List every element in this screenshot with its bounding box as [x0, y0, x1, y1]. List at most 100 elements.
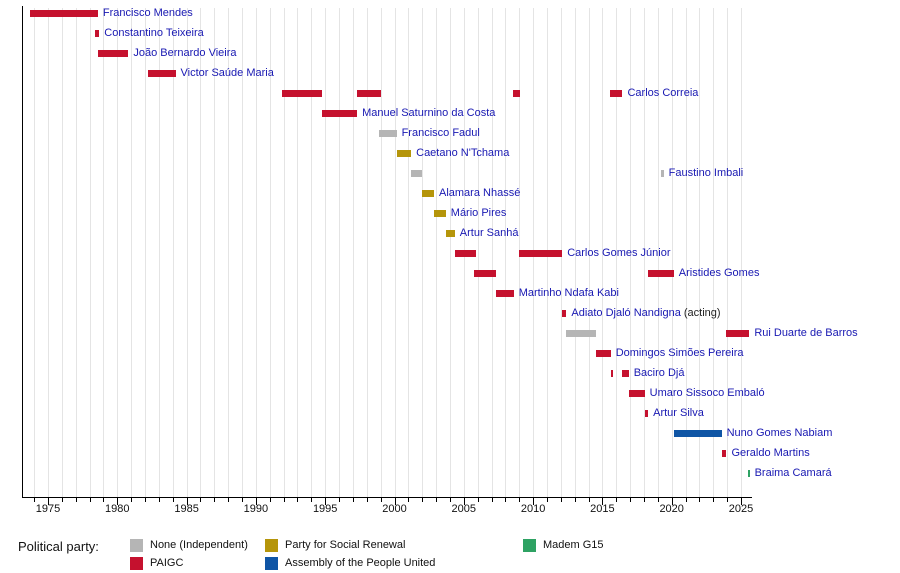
gridline-year-1988 — [228, 8, 230, 497]
person-name-francisco-mendes[interactable]: Francisco Mendes — [102, 7, 193, 19]
axis-tick-label-1995: 1995 — [312, 503, 338, 515]
term-bar-adiato-djalo-nandigna[interactable] — [562, 310, 567, 317]
person-label-baciro-dja: Baciro Djá — [634, 366, 685, 380]
person-label-francisco-fadul: Francisco Fadul — [402, 126, 480, 140]
gridline-year-1984 — [172, 8, 174, 497]
person-name-artur-silva[interactable]: Artur Silva — [653, 407, 704, 419]
axis-tick-label-2010: 2010 — [520, 503, 546, 515]
axis-tick-label-1975: 1975 — [35, 503, 61, 515]
axis-tick-1979 — [103, 498, 105, 502]
person-label-constantino-teixeira: Constantino Teixeira — [104, 26, 203, 40]
person-label-victor-saude-maria: Victor Saúde Maria — [181, 66, 274, 80]
person-name-victor-saude-maria[interactable]: Victor Saúde Maria — [180, 67, 274, 79]
term-bar-martinho-ndafa-kabi[interactable] — [495, 290, 514, 297]
person-label-braima-camara: Braima Camará — [755, 466, 832, 480]
term-bar-domingos-simoes-pereira[interactable] — [596, 350, 611, 357]
person-label-carlos-gomes-junior: Carlos Gomes Júnior — [567, 246, 670, 260]
axis-tick-label-2020: 2020 — [659, 503, 684, 515]
person-name-artur-sanha[interactable]: Artur Sanhá — [459, 227, 519, 239]
term-bar-alamara-nhasse[interactable] — [421, 190, 434, 197]
term-bar-aristides-gomes-2[interactable] — [648, 270, 674, 277]
term-bar-aristides-gomes-1[interactable] — [474, 270, 496, 277]
person-name-francisco-fadul[interactable]: Francisco Fadul — [401, 127, 480, 139]
person-name-caetano-n-tchama[interactable]: Caetano N'Tchama — [416, 147, 510, 159]
person-name-constantino-teixeira[interactable]: Constantino Teixeira — [104, 27, 204, 39]
term-bar-manuel-saturnino-da-costa[interactable] — [322, 110, 358, 117]
x-axis-line — [22, 497, 752, 498]
axis-tick-1986 — [200, 498, 202, 502]
person-name-mario-pires[interactable]: Mário Pires — [450, 207, 507, 219]
person-name-joao-bernardo-vieira[interactable]: João Bernardo Vieira — [133, 47, 237, 59]
term-bar-artur-silva[interactable] — [644, 410, 649, 417]
term-bar-carlos-correia-1[interactable] — [282, 90, 323, 97]
term-bar-faustino-imbali-1[interactable] — [411, 170, 422, 177]
person-label-adiato-djalo-nandigna: Adiato Djaló Nandigna (acting) — [571, 306, 720, 320]
term-bar-nuno-gomes-nabiam[interactable] — [673, 430, 722, 437]
term-bar-braima-camara[interactable] — [747, 470, 750, 477]
gridline-year-1991 — [269, 8, 271, 497]
term-bar-carlos-gomes-junior-2[interactable] — [519, 250, 563, 257]
axis-tick-label-1980: 1980 — [105, 503, 130, 515]
term-bar-carlos-correia-3[interactable] — [513, 90, 520, 97]
gridline-year-2000 — [394, 8, 396, 497]
term-bar-baciro-dja-1[interactable] — [610, 370, 614, 377]
person-name-domingos-simoes-pereira[interactable]: Domingos Simões Pereira — [615, 347, 744, 359]
axis-tick-2011 — [546, 498, 548, 502]
term-bar-rui-duarte-de-barros-2[interactable] — [726, 330, 750, 337]
gridline-year-2023 — [713, 8, 715, 497]
term-bar-francisco-fadul[interactable] — [379, 130, 397, 137]
person-name-faustino-imbali[interactable]: Faustino Imbali — [668, 167, 744, 179]
gridline-year-2014 — [588, 8, 590, 497]
axis-tick-label-1985: 1985 — [174, 503, 199, 515]
term-bar-francisco-mendes[interactable] — [29, 10, 98, 17]
term-bar-carlos-gomes-junior-1[interactable] — [454, 250, 477, 257]
term-bar-carlos-correia-2[interactable] — [357, 90, 381, 97]
person-name-manuel-saturnino-da-costa[interactable]: Manuel Saturnino da Costa — [362, 107, 496, 119]
person-name-adiato-djalo-nandigna[interactable]: Adiato Djaló Nandigna — [571, 307, 681, 319]
axis-tick-2018 — [643, 498, 645, 502]
axis-tick-1988 — [228, 498, 230, 502]
person-name-geraldo-martins[interactable]: Geraldo Martins — [731, 447, 810, 459]
axis-tick-1983 — [158, 498, 160, 502]
axis-tick-2010 — [533, 498, 535, 505]
person-name-carlos-gomes-junior[interactable]: Carlos Gomes Júnior — [567, 247, 671, 259]
person-label-aristides-gomes: Aristides Gomes — [679, 266, 760, 280]
term-bar-victor-saude-maria[interactable] — [147, 70, 176, 77]
person-name-umaro-sissoco-embalo[interactable]: Umaro Sissoco Embaló — [649, 387, 765, 399]
person-name-alamara-nhasse[interactable]: Alamara Nhassé — [439, 187, 521, 199]
axis-tick-2025 — [741, 498, 742, 505]
person-label-caetano-n-tchama: Caetano N'Tchama — [416, 146, 509, 160]
axis-tick-1995 — [325, 498, 327, 505]
person-label-mario-pires: Mário Pires — [451, 206, 507, 220]
legend-swatch-madem — [523, 539, 536, 552]
term-bar-artur-sanha[interactable] — [445, 230, 455, 237]
person-name-braima-camara[interactable]: Braima Camará — [754, 467, 832, 479]
gridline-year-1980 — [117, 8, 119, 497]
axis-tick-2013 — [574, 498, 576, 502]
term-bar-joao-bernardo-vieira[interactable] — [98, 50, 129, 57]
gridline-year-2017 — [630, 8, 632, 497]
person-name-rui-duarte-de-barros[interactable]: Rui Duarte de Barros — [754, 327, 858, 339]
legend-label-none: None (Independent) — [150, 539, 248, 551]
term-bar-umaro-sissoco-embalo[interactable] — [628, 390, 645, 397]
term-bar-constantino-teixeira[interactable] — [95, 30, 100, 37]
gridline-year-1998 — [366, 8, 368, 497]
person-name-carlos-correia[interactable]: Carlos Correia — [627, 87, 699, 99]
person-name-nuno-gomes-nabiam[interactable]: Nuno Gomes Nabiam — [726, 427, 833, 439]
term-bar-geraldo-martins[interactable] — [721, 450, 727, 457]
term-bar-rui-duarte-de-barros-1[interactable] — [566, 330, 597, 337]
person-label-domingos-simoes-pereira: Domingos Simões Pereira — [616, 346, 744, 360]
term-bar-mario-pires[interactable] — [434, 210, 446, 217]
person-label-joao-bernardo-vieira: João Bernardo Vieira — [133, 46, 236, 60]
person-name-martinho-ndafa-kabi[interactable]: Martinho Ndafa Kabi — [518, 287, 619, 299]
person-name-baciro-dja[interactable]: Baciro Djá — [633, 367, 685, 379]
gridline-year-2013 — [574, 8, 576, 497]
person-name-aristides-gomes[interactable]: Aristides Gomes — [678, 267, 760, 279]
gridline-year-1978 — [89, 8, 91, 497]
term-bar-caetano-n-tchama[interactable] — [396, 150, 412, 157]
term-bar-baciro-dja-2[interactable] — [621, 370, 629, 377]
axis-tick-label-2000: 2000 — [382, 503, 407, 515]
term-bar-faustino-imbali-2[interactable] — [661, 170, 664, 177]
term-bar-carlos-correia-4[interactable] — [610, 90, 623, 97]
legend-title: Political party: — [18, 539, 99, 554]
